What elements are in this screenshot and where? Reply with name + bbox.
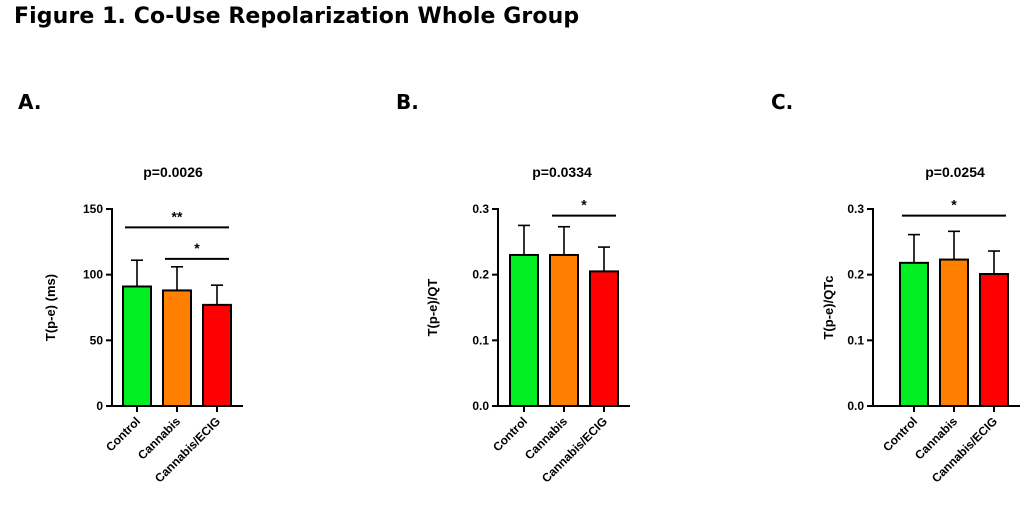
panel-c-bar-2 <box>979 273 1009 408</box>
panel-c-xtick-label-0: Control <box>880 414 920 454</box>
panel-label-b: B. <box>396 90 419 114</box>
panel-b-ytick-label: 0.3 <box>472 202 489 216</box>
panel-a-bar-1 <box>162 289 192 407</box>
panel-b-xtick-label-0: Control <box>490 414 530 454</box>
panel-a-bar-2 <box>202 303 232 407</box>
panel-b-significance-label-0: * <box>581 197 587 213</box>
panel-a-significance-label-0: ** <box>172 208 183 224</box>
panel-a-ytick-label: 150 <box>83 202 103 216</box>
panel-c-ytick-label: 0.3 <box>847 202 864 216</box>
panel-b-bar-1 <box>549 253 579 407</box>
panel-a-ytick-label: 100 <box>83 268 103 282</box>
panel-b-ytick-label: 0.2 <box>472 268 489 282</box>
panel-label-a: A. <box>18 90 42 114</box>
panel-b-bar-2 <box>589 270 619 407</box>
panel-a-xtick-label-0: Control <box>103 414 143 454</box>
panel-c-ytick-label: 0.1 <box>847 333 864 347</box>
panel-a-ytick-label: 50 <box>90 333 104 347</box>
panel-b-ytick-label: 0.0 <box>472 399 489 413</box>
panel-c-bar-1 <box>939 258 969 407</box>
panel-c-significance-label-0: * <box>951 197 957 213</box>
panel-c-title: p=0.0254 <box>925 164 985 180</box>
panel-a-significance-label-1: * <box>194 240 200 256</box>
panel-b-bar-0 <box>509 253 539 407</box>
panel-c-ylabel: T(p-e)/QTc <box>821 275 836 339</box>
panel-b-ytick-label: 0.1 <box>472 333 489 347</box>
panel-a-title: p=0.0026 <box>143 164 203 180</box>
panel-c-bar-0 <box>899 261 929 408</box>
panel-c-ytick-label: 0.0 <box>847 399 864 413</box>
figure-title: Figure 1. Co-Use Repolarization Whole Gr… <box>14 4 580 29</box>
panel-a-bar-0 <box>122 285 152 407</box>
panel-a-ytick-label: 0 <box>96 399 103 413</box>
panel-b-title: p=0.0334 <box>532 164 592 180</box>
panel-b-ylabel: T(p-e)/QT <box>425 279 440 337</box>
panel-c-ytick-label: 0.2 <box>847 268 864 282</box>
panel-label-c: C. <box>771 90 794 114</box>
panel-a-ylabel: T(p-e) (ms) <box>43 274 58 341</box>
